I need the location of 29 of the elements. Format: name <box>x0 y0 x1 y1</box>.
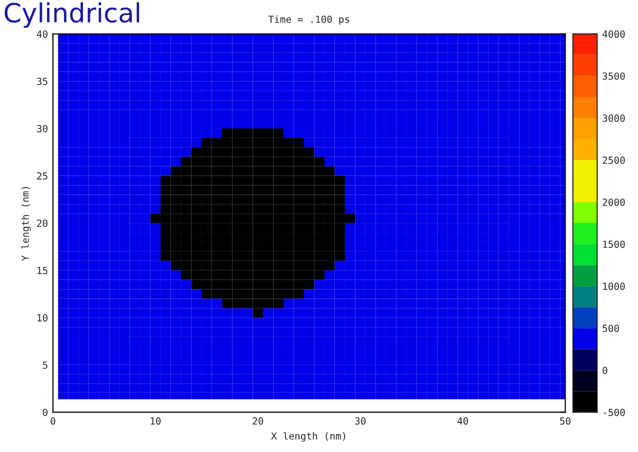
x-tick-label: 10 <box>150 417 161 425</box>
chart-title: Time = .100 ps <box>268 15 350 25</box>
y-tick-label: 15 <box>38 266 48 274</box>
x-tick-label: 40 <box>457 417 468 425</box>
text: Cylindrical <box>4 2 140 28</box>
y-tick-label: 0 <box>42 408 48 416</box>
y-tick-label: 20 <box>37 220 48 227</box>
color-bar-label: 2500 <box>602 156 625 164</box>
x-tick-label: 20 <box>252 417 264 425</box>
y-axis-title: Y length (nm) <box>21 187 31 261</box>
y-tick-label: 30 <box>37 124 48 132</box>
x-tick-label: 50 <box>560 417 570 425</box>
y-tick-label: 5 <box>42 362 48 369</box>
x-tick-label: 30 <box>355 417 366 425</box>
color-bar-label: 0 <box>602 366 608 374</box>
color-bar-label: -500 <box>604 408 625 416</box>
color-bar-label: 3000 <box>602 114 625 122</box>
color-bar-label: 4000 <box>602 30 625 38</box>
y-tick-label: 35 <box>37 78 48 86</box>
color-bar-label: 1000 <box>603 282 625 290</box>
x-axis-title: X length (nm) <box>271 432 346 442</box>
color-bar-label: 3500 <box>602 72 625 80</box>
y-tick-label: 40 <box>36 30 48 38</box>
x-tick-label: 0 <box>50 417 56 425</box>
color-bar-label: 1500 <box>603 240 625 248</box>
color-bar-label: 2000 <box>602 198 625 206</box>
y-tick-label: 10 <box>38 314 48 322</box>
y-tick-label: 25 <box>37 172 48 180</box>
color-bar-label: 500 <box>602 324 619 332</box>
